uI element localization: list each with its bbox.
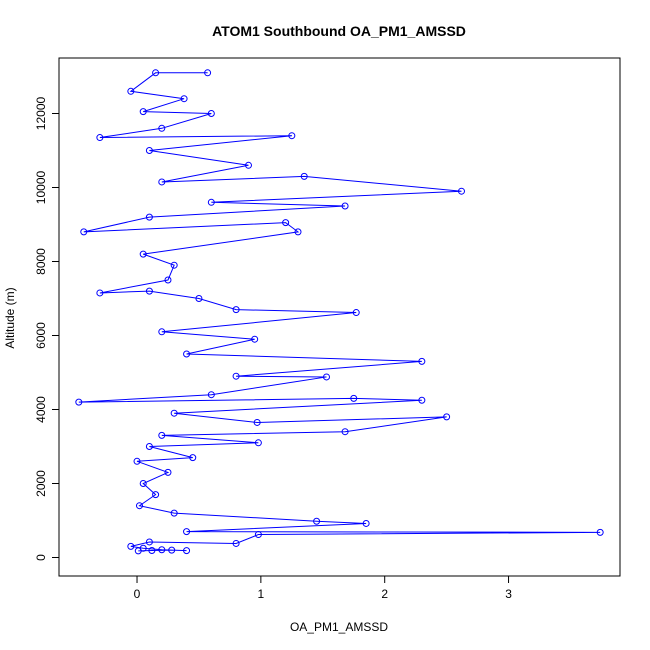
y-tick-label: 12000 bbox=[34, 96, 48, 130]
data-point bbox=[158, 178, 166, 186]
data-point bbox=[170, 409, 178, 417]
data-point bbox=[341, 202, 349, 210]
data-point bbox=[207, 110, 215, 117]
y-tick-label: 10000 bbox=[34, 170, 48, 204]
data-point bbox=[145, 443, 153, 450]
data-point bbox=[80, 228, 88, 236]
y-axis-label: Altitude (m) bbox=[3, 287, 17, 348]
data-point bbox=[145, 287, 153, 295]
data-point bbox=[164, 468, 172, 476]
data-point bbox=[282, 219, 290, 227]
x-tick-label: 3 bbox=[505, 587, 512, 601]
series-line bbox=[78, 72, 601, 552]
x-axis: 0 1 2 3 bbox=[134, 575, 512, 601]
x-tick-label: 2 bbox=[381, 587, 388, 601]
data-point bbox=[158, 124, 166, 132]
data-point bbox=[152, 69, 160, 77]
data-point bbox=[96, 289, 104, 297]
data-point bbox=[294, 228, 302, 236]
data-point bbox=[180, 95, 188, 103]
data-point bbox=[232, 372, 240, 380]
data-point bbox=[183, 350, 191, 358]
data-point bbox=[195, 295, 203, 302]
data-point bbox=[170, 261, 178, 269]
data-point bbox=[145, 147, 153, 154]
data-point bbox=[362, 519, 370, 527]
data-point bbox=[232, 306, 240, 314]
data-point bbox=[418, 357, 426, 365]
data-point bbox=[152, 491, 160, 499]
data-point bbox=[164, 276, 172, 284]
data-point bbox=[183, 528, 191, 536]
data-point bbox=[139, 544, 147, 552]
data-point bbox=[133, 457, 141, 465]
x-tick-label: 1 bbox=[258, 587, 265, 601]
data-point bbox=[232, 539, 240, 547]
data-point bbox=[244, 161, 252, 169]
y-tick-label: 0 bbox=[34, 554, 48, 561]
data-point bbox=[204, 69, 212, 77]
data-point bbox=[139, 480, 147, 487]
data-point bbox=[253, 418, 261, 426]
data-point bbox=[350, 394, 358, 402]
data-point bbox=[183, 547, 191, 555]
y-tick-label: 8000 bbox=[34, 248, 48, 275]
data-point bbox=[96, 134, 104, 142]
data-point bbox=[254, 531, 262, 539]
data-point bbox=[127, 87, 135, 95]
x-tick-label: 0 bbox=[134, 587, 141, 601]
data-point bbox=[158, 431, 166, 439]
data-point bbox=[418, 396, 426, 404]
series-layer bbox=[75, 69, 604, 555]
data-point bbox=[135, 502, 143, 510]
data-point bbox=[443, 413, 451, 421]
data-point bbox=[75, 398, 83, 406]
data-point bbox=[300, 172, 308, 180]
plot-frame bbox=[58, 57, 621, 577]
data-point bbox=[148, 546, 156, 554]
data-point bbox=[352, 309, 360, 317]
data-point bbox=[322, 373, 330, 381]
data-point bbox=[170, 509, 178, 517]
data-point bbox=[189, 454, 197, 462]
data-point bbox=[158, 328, 166, 336]
y-tick-label: 4000 bbox=[34, 396, 48, 423]
data-point bbox=[341, 428, 349, 436]
data-point bbox=[207, 391, 215, 399]
data-point bbox=[313, 517, 321, 525]
data-point bbox=[251, 335, 259, 343]
data-point bbox=[139, 108, 147, 116]
data-point bbox=[158, 546, 166, 554]
data-point bbox=[207, 198, 215, 206]
chart-title: ATOM1 Southbound OA_PM1_AMSSD bbox=[212, 23, 466, 39]
data-point bbox=[127, 542, 135, 550]
data-point bbox=[596, 528, 604, 536]
data-point bbox=[288, 132, 296, 140]
data-point bbox=[254, 439, 262, 447]
x-axis-label: OA_PM1_AMSSD bbox=[290, 620, 388, 634]
data-point bbox=[168, 546, 176, 554]
y-axis: 0 2000 4000 6000 8000 10000 12000 bbox=[34, 96, 60, 561]
y-tick-label: 2000 bbox=[34, 470, 48, 497]
data-point bbox=[145, 213, 153, 221]
data-point bbox=[145, 538, 153, 546]
data-point bbox=[457, 187, 465, 195]
y-tick-label: 6000 bbox=[34, 322, 48, 349]
data-point bbox=[139, 250, 147, 258]
